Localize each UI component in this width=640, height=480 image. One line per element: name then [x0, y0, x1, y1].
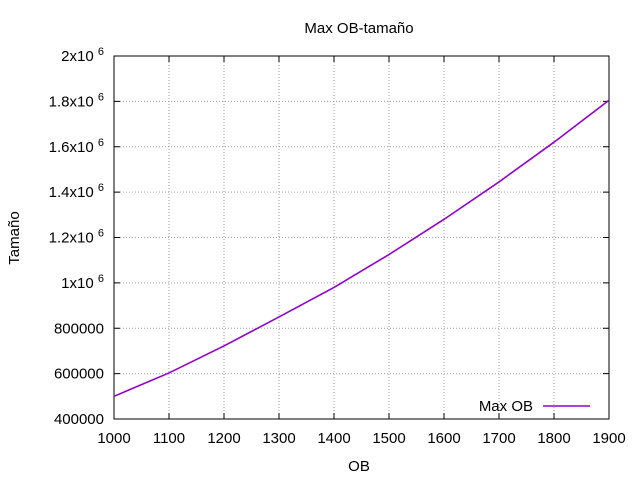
- legend: Max OB: [479, 398, 590, 415]
- y-tick-label: 600000: [54, 366, 104, 383]
- x-axis-label: OB: [348, 458, 370, 475]
- x-tick-label: 1600: [427, 430, 460, 447]
- x-tick-label: 1300: [262, 430, 295, 447]
- grid: [114, 56, 609, 419]
- y-tick-label: 400000: [54, 411, 104, 428]
- y-tick-label: 1.6x10 6: [49, 137, 104, 156]
- x-tick-label: 1700: [482, 430, 515, 447]
- x-tick-label: 1800: [537, 430, 570, 447]
- y-tick-label: 1.8x10 6: [49, 91, 104, 110]
- y-tick-label: 1.2x10 6: [49, 228, 104, 247]
- series-line-0: [113, 99, 610, 398]
- legend-label: Max OB: [479, 398, 533, 415]
- y-axis-label: Tamaño: [6, 211, 23, 264]
- x-tick-label: 1100: [153, 430, 185, 447]
- y-tick-label: 800000: [54, 320, 104, 337]
- series-layer: [113, 99, 610, 398]
- x-tick-label: 1000: [97, 430, 130, 447]
- x-tick-label: 1400: [317, 430, 350, 447]
- y-tick-label: 1.4x10 6: [49, 182, 104, 201]
- chart-title: Max OB-tamaño: [304, 20, 413, 37]
- y-tick-label: 2x10 6: [61, 46, 104, 65]
- x-tick-label: 1500: [372, 430, 405, 447]
- x-tick-label: 1200: [207, 430, 240, 447]
- axes: 1000 1100 1200 1300 1400 1500 1600 1700 1800 1900…: [49, 46, 626, 447]
- x-tick-label: 1900: [592, 430, 625, 447]
- y-tick-label: 1x10 6: [61, 273, 104, 292]
